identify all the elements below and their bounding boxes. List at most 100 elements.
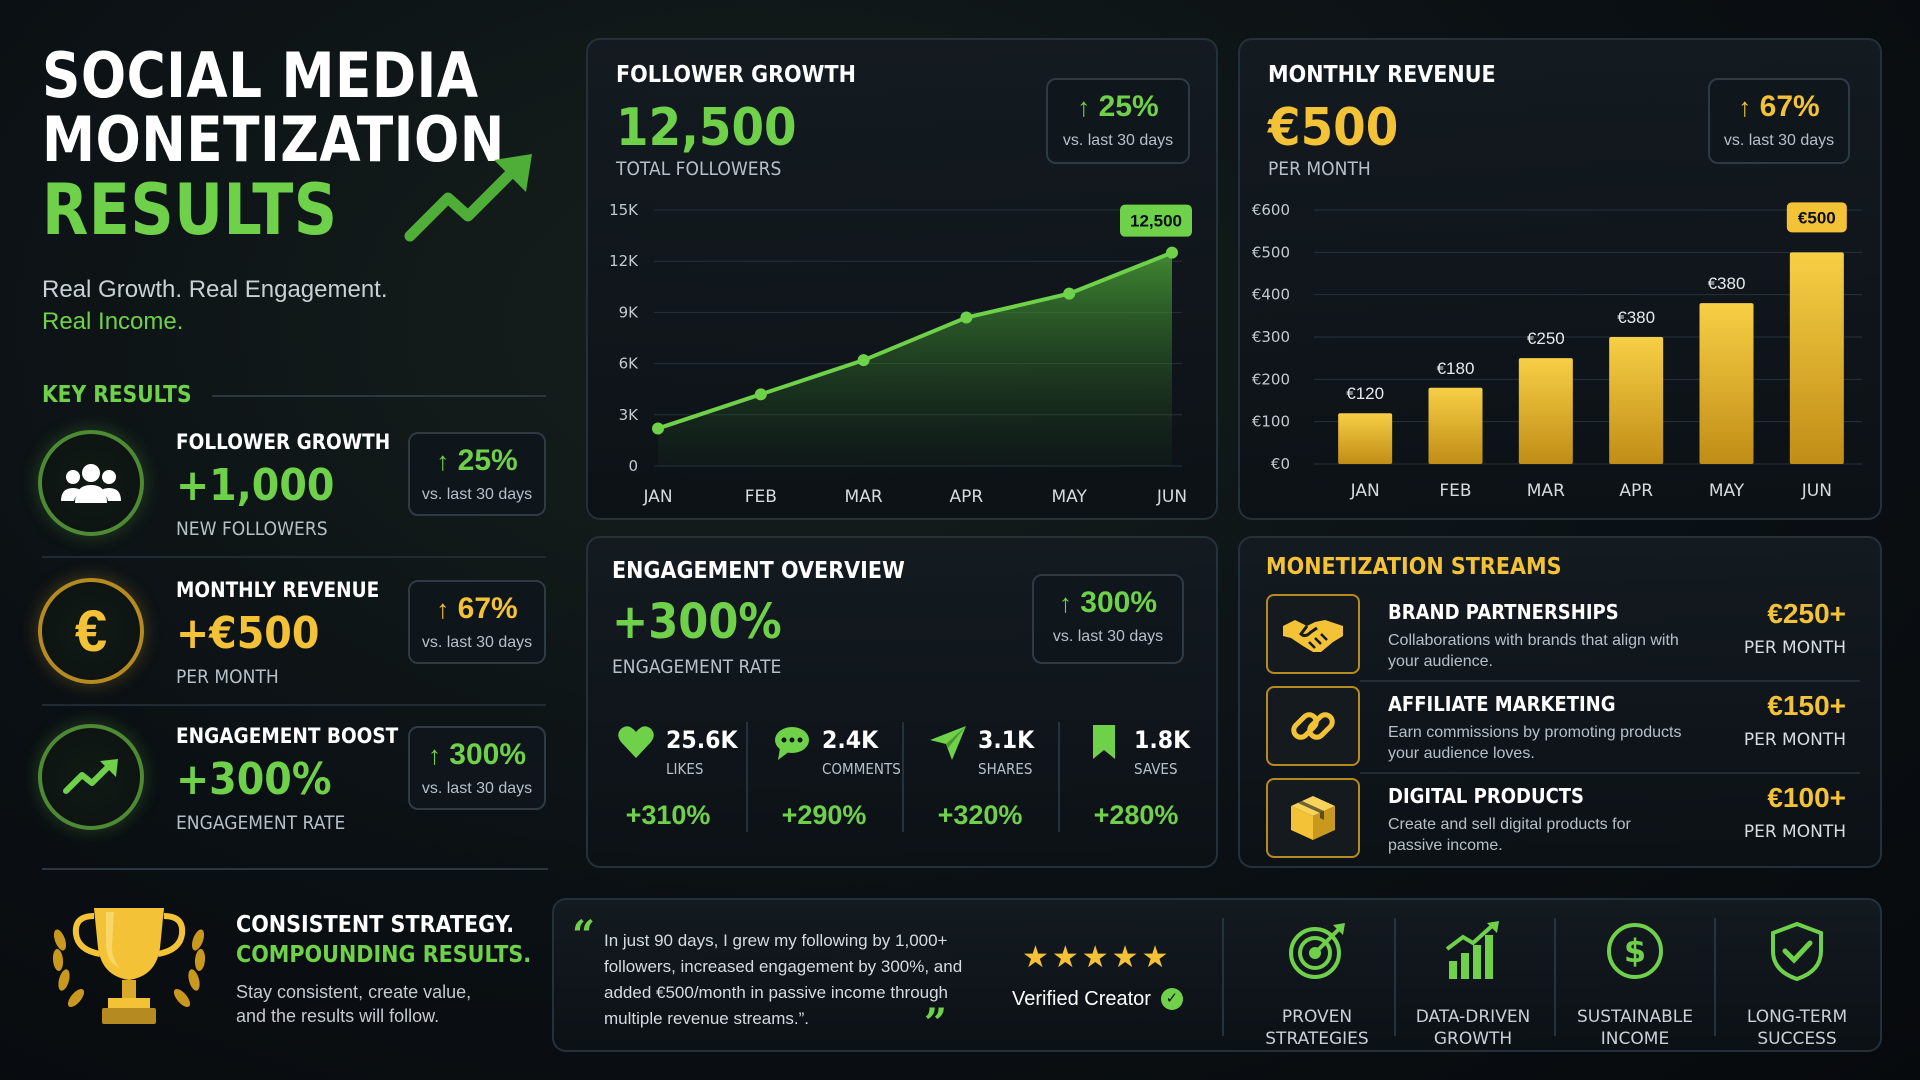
rating-stars: ★★★★★ bbox=[1022, 941, 1172, 974]
divider bbox=[42, 704, 546, 706]
metric-value: 3.1K bbox=[978, 726, 1035, 754]
handshake-icon bbox=[1266, 594, 1360, 674]
x-tick-label: MAY bbox=[1052, 487, 1088, 507]
y-tick-label: €300 bbox=[1252, 328, 1290, 346]
data-point bbox=[857, 354, 870, 367]
data-point bbox=[960, 311, 973, 324]
arrow-up-icon: ↑ bbox=[436, 446, 450, 476]
trophy-icon bbox=[52, 908, 206, 1024]
data-point bbox=[754, 388, 767, 401]
metric-name: SAVES bbox=[1134, 760, 1178, 778]
stream-name: AFFILIATE MARKETING bbox=[1388, 692, 1616, 716]
bottom-heading-line-1: CONSISTENT STRATEGY. bbox=[236, 912, 515, 938]
metric-change: +280% bbox=[1093, 800, 1179, 830]
monthly-revenue-value: €500 bbox=[1268, 98, 1399, 158]
heart-icon bbox=[618, 726, 654, 758]
verified-label: Verified Creator bbox=[1012, 988, 1151, 1010]
tagline-line-1: Real Growth. Real Engagement. bbox=[42, 276, 388, 303]
link-icon bbox=[1266, 686, 1360, 766]
testimonial-panel bbox=[552, 898, 1882, 1052]
stream-digital-products: DIGITAL PRODUCTS Create and sell digital… bbox=[1266, 778, 1860, 868]
feature-line-1: PROVEN bbox=[1281, 1007, 1353, 1027]
y-tick-label: €0 bbox=[1271, 455, 1290, 473]
data-label: €250 bbox=[1527, 329, 1565, 348]
metric-change: +320% bbox=[937, 800, 1023, 830]
stream-amount: €150+ bbox=[1767, 690, 1846, 721]
divider bbox=[1714, 918, 1716, 1036]
euro-icon: € bbox=[38, 578, 144, 684]
metric-change: +290% bbox=[781, 800, 867, 830]
change-badge: ↑ 25% vs. last 30 days bbox=[1046, 78, 1190, 164]
metric-value: 1.8K bbox=[1134, 726, 1191, 754]
total-followers-value: 12,500 bbox=[616, 98, 797, 158]
open-quote-icon: “ bbox=[572, 912, 596, 959]
metric-saves: 1.8K SAVES +280% bbox=[1058, 700, 1214, 840]
bottom-text: Stay consistent, create value, and the r… bbox=[236, 980, 471, 1028]
send-icon bbox=[930, 726, 966, 760]
bar-growth-icon bbox=[1445, 921, 1499, 979]
feature-line-1: DATA-DRIVEN bbox=[1415, 1007, 1531, 1027]
feature-line-2: STRATEGIES bbox=[1265, 1029, 1369, 1049]
feature-line-1: LONG-TERM bbox=[1746, 1007, 1848, 1027]
stream-desc: Collaborations with brands that align wi… bbox=[1388, 632, 1679, 670]
series-line bbox=[657, 250, 1173, 431]
tagline-line-2: Real Income. bbox=[42, 308, 184, 335]
y-tick-label: €400 bbox=[1252, 286, 1290, 304]
arrow-up-icon: ↑ bbox=[1738, 92, 1752, 122]
feature-sustainable-income: $ SUSTAINABLE INCOME bbox=[1556, 918, 1714, 1050]
metric-comments: 2.4K COMMENTS +290% bbox=[746, 700, 902, 840]
stream-amount: €100+ bbox=[1767, 782, 1846, 813]
bottom-heading: CONSISTENT STRATEGY. COMPOUNDING RESULTS… bbox=[236, 910, 531, 970]
y-tick-label: 12K bbox=[609, 252, 639, 270]
engagement-rate-label: ENGAGEMENT RATE bbox=[612, 656, 782, 678]
panel-title: ENGAGEMENT OVERVIEW bbox=[612, 558, 905, 584]
data-label: €120 bbox=[1346, 384, 1384, 403]
feature-line-2: GROWTH bbox=[1433, 1029, 1513, 1049]
tagline: Real Growth. Real Engagement. Real Incom… bbox=[42, 274, 388, 338]
x-tick-label: JUN bbox=[1156, 487, 1187, 507]
divider bbox=[42, 868, 548, 870]
svg-text:$: $ bbox=[1624, 932, 1646, 970]
trend-arrow-icon bbox=[404, 154, 532, 242]
key-result-monthly-revenue: € MONTHLY REVENUE +€500 PER MONTH ↑ 67% … bbox=[36, 570, 546, 708]
title-line-2: MONETIZATION bbox=[42, 103, 505, 176]
stream-name: BRAND PARTNERSHIPS bbox=[1388, 600, 1619, 624]
change-value: 67% bbox=[1759, 90, 1820, 123]
key-result-label: FOLLOWER GROWTH bbox=[176, 430, 391, 454]
bar bbox=[1699, 303, 1754, 464]
y-tick-label: €200 bbox=[1252, 370, 1290, 388]
divider bbox=[1360, 680, 1860, 682]
data-point bbox=[1063, 287, 1076, 300]
dollar-icon: $ bbox=[1607, 923, 1663, 979]
bar bbox=[1338, 413, 1393, 464]
divider bbox=[212, 395, 546, 397]
data-label: €500 bbox=[1798, 208, 1836, 227]
stream-name: DIGITAL PRODUCTS bbox=[1388, 784, 1585, 808]
stream-affiliate-marketing: AFFILIATE MARKETING Earn commissions by … bbox=[1266, 686, 1860, 776]
key-results-heading: KEY RESULTS bbox=[42, 382, 192, 408]
x-tick-label: APR bbox=[1619, 481, 1653, 501]
data-label: €380 bbox=[1617, 308, 1655, 327]
stream-per: PER MONTH bbox=[1743, 730, 1846, 750]
divider bbox=[1554, 918, 1556, 1036]
y-tick-label: €100 bbox=[1252, 413, 1290, 431]
divider bbox=[1222, 918, 1224, 1036]
key-result-value: +1,000 bbox=[176, 460, 335, 511]
panel-title: MONTHLY REVENUE bbox=[1268, 62, 1496, 88]
change-sub: vs. last 30 days bbox=[1723, 132, 1835, 149]
y-tick-label: 15K bbox=[609, 201, 639, 219]
testimonial-quote: In just 90 days, I grew my following by … bbox=[604, 931, 963, 1028]
arrow-up-icon: ↑ bbox=[1058, 588, 1072, 618]
bar bbox=[1609, 337, 1664, 464]
title-line-1: SOCIAL MEDIA bbox=[42, 39, 479, 112]
x-tick-label: JAN bbox=[642, 487, 672, 507]
x-tick-label: MAR bbox=[1527, 481, 1565, 501]
stream-per: PER MONTH bbox=[1743, 822, 1846, 842]
key-result-value: +€500 bbox=[176, 608, 320, 659]
feature-line-2: INCOME bbox=[1600, 1029, 1670, 1049]
feature-data-driven-growth: DATA-DRIVEN GROWTH bbox=[1394, 918, 1552, 1050]
change-value: 67% bbox=[457, 592, 518, 625]
key-result-value: +300% bbox=[176, 754, 332, 805]
stream-desc: Earn commissions by promoting products y… bbox=[1388, 724, 1682, 762]
key-result-unit: PER MONTH bbox=[176, 666, 279, 688]
